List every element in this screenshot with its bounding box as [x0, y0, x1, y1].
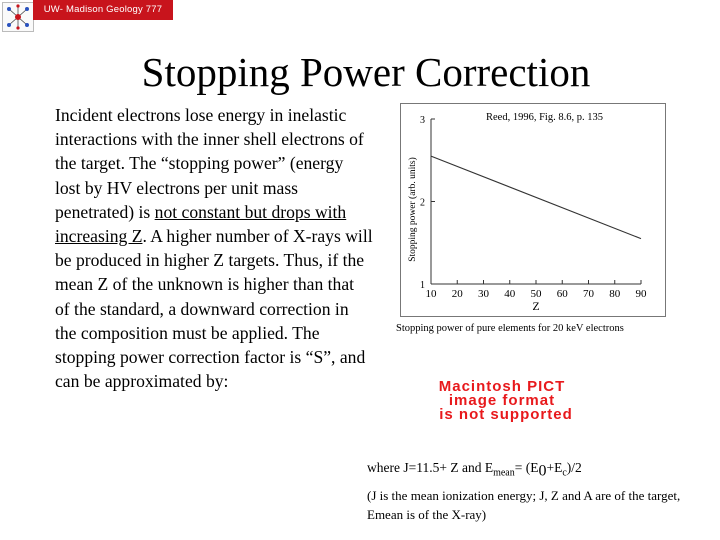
logo-icon: [2, 2, 34, 32]
x-tick-label: 30: [478, 288, 490, 300]
figure-caption: Stopping power of pure elements for 20 k…: [396, 323, 624, 334]
x-tick-label: 10: [426, 288, 438, 300]
formula-sub-mean: mean: [493, 467, 515, 479]
pict-line-2: image format: [449, 392, 555, 409]
body-text-part2: . A higher number of X-rays will be prod…: [55, 226, 373, 392]
figure-credit: Reed, 1996, Fig. 8.6, p. 135: [486, 112, 603, 123]
body-text-underlined: not constant but drops with increasing Z: [55, 201, 347, 247]
formula-sub-c: c: [562, 467, 567, 479]
x-tick-label: 90: [636, 288, 648, 300]
stopping-power-chart: 10 20 30 40 50 60 70 80 90 1 2 3 Z Stopping power (ar…: [407, 115, 648, 313]
x-axis-label: Z: [532, 299, 539, 313]
x-tick-label: 80: [609, 288, 621, 300]
formula-post: )/2: [566, 460, 582, 475]
y-tick-label: 3: [420, 115, 425, 126]
x-tick-label: 20: [452, 288, 464, 300]
header-banner: UW- Madison Geology 777: [33, 0, 173, 20]
stopping-power-line: [430, 155, 642, 240]
x-tick-label: 60: [557, 288, 569, 300]
formula-note: (J is the mean ionization energy; J, Z a…: [367, 488, 681, 522]
pict-line-1: Macintosh PICT: [439, 378, 566, 395]
x-tick-label: 40: [504, 288, 516, 300]
y-tick-label: 1: [420, 280, 425, 291]
y-tick-label: 2: [420, 198, 425, 209]
slide-title: Stopping Power Correction: [141, 49, 591, 95]
y-axis-label: Stopping power (arb. units): [407, 157, 418, 262]
x-tick-label: 50: [531, 288, 543, 300]
pict-line-3: is not supported: [439, 406, 573, 422]
formula-pre: where J=11.5+ Z and E: [367, 460, 494, 475]
x-tick-label: 70: [583, 288, 595, 300]
formula-line: where J=11.5+ Z and Emean= (E0+Ec)/2: [367, 460, 582, 481]
body-text-part1: Incident electrons lose energy in inelas…: [55, 105, 364, 222]
formula-sub-zero: 0: [538, 462, 547, 480]
pict-unsupported-image: Macintosh PICT image format is not suppo…: [439, 378, 573, 422]
formula-plus: +E: [546, 460, 563, 475]
formula-mid: = (E: [514, 460, 539, 475]
body-paragraph: Incident electrons lose energy in inelas…: [55, 103, 373, 393]
figure-frame: 10 20 30 40 50 60 70 80 90 1 2 3 Z Stopping power (ar…: [400, 103, 666, 317]
